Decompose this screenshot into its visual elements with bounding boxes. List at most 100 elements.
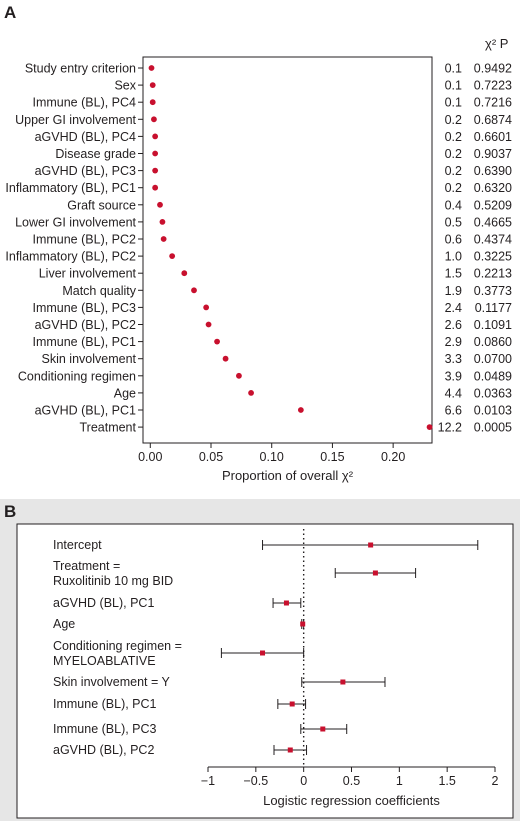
- data-point: [181, 270, 188, 277]
- row-label: Treatment =: [53, 559, 120, 573]
- y-tick-label: aGVHD (BL), PC3: [35, 164, 136, 178]
- estimate-marker: [260, 650, 266, 656]
- p-value: 0.4665: [474, 215, 512, 229]
- chi2-value: 2.9: [445, 335, 462, 349]
- p-value: 0.0489: [474, 369, 512, 383]
- y-tick-label: Graft source: [67, 198, 136, 212]
- row-label: aGVHD (BL), PC2: [53, 743, 154, 757]
- panel-b-box: [16, 523, 514, 819]
- estimate-marker: [283, 600, 289, 606]
- y-tick-label: Age: [114, 386, 136, 400]
- data-point: [152, 184, 159, 191]
- y-tick-label: Inflammatory (BL), PC2: [5, 250, 136, 264]
- y-tick-label: aGVHD (BL), PC4: [35, 130, 136, 144]
- y-tick-label: Immune (BL), PC4: [32, 96, 136, 110]
- p-value: 0.9492: [474, 62, 512, 76]
- row-label: Age: [53, 617, 75, 631]
- chi2-value: 0.1: [445, 96, 462, 110]
- row-label: Ruxolitinib 10 mg BID: [53, 574, 173, 588]
- row-label: Skin involvement = Y: [53, 675, 171, 689]
- x-axis-title: Proportion of overall χ²: [222, 468, 354, 483]
- panel-b-chart: Intercept Treatment =Ruxolitinib 10 mg BI…: [53, 529, 499, 808]
- y-tick-label: aGVHD (BL), PC2: [35, 318, 136, 332]
- x-tick-label: 0.05: [199, 450, 223, 464]
- chi2-value: 0.2: [445, 164, 462, 178]
- estimate-marker: [287, 747, 293, 753]
- data-point: [222, 355, 229, 362]
- panel-a-chart: Study entry criterion 0.1 0.9492 Sex 0.1 0.72…: [5, 56, 512, 483]
- data-point: [148, 65, 155, 71]
- data-point: [149, 82, 156, 88]
- estimate-marker: [368, 542, 374, 548]
- chi2-value: 0.5: [445, 215, 462, 229]
- x-tick-label: 0.00: [138, 450, 162, 464]
- y-tick-label: Lower GI involvement: [15, 215, 136, 229]
- p-value: 0.3225: [474, 250, 512, 264]
- data-point: [151, 116, 157, 123]
- data-point: [297, 407, 304, 413]
- y-tick-label: Upper GI involvement: [15, 113, 136, 127]
- p-value: 0.5209: [474, 198, 512, 212]
- x-tick-label: 0.15: [320, 450, 344, 464]
- x-axis-title: Logistic regression coefficients: [263, 793, 440, 808]
- p-value: 0.6320: [474, 181, 512, 195]
- chi2-value: 2.6: [445, 318, 462, 332]
- y-tick-label: Immune (BL), PC3: [32, 301, 136, 315]
- data-point: [191, 287, 197, 294]
- chi2-value: 1.9: [445, 284, 462, 298]
- y-tick-label: Match quality: [62, 284, 136, 298]
- estimate-marker: [300, 621, 306, 627]
- chi2-value: 4.4: [445, 386, 462, 400]
- chi2-value: 0.2: [445, 181, 462, 195]
- chi2-value: 0.2: [445, 130, 462, 144]
- chi2-value: 0.1: [445, 79, 462, 93]
- p-value: 0.6874: [474, 113, 512, 127]
- chi2-value: 0.2: [445, 147, 462, 161]
- row-label: Immune (BL), PC1: [53, 697, 157, 711]
- chi2-value: 0.2: [445, 113, 462, 127]
- p-value: 0.4374: [474, 233, 512, 247]
- panel-b-label: B: [4, 502, 16, 521]
- chi2-value: 0.6: [445, 233, 462, 247]
- p-value: 0.0103: [474, 404, 512, 418]
- chi2-value: 0.1: [445, 62, 462, 76]
- data-point: [152, 167, 159, 174]
- data-point: [149, 99, 156, 106]
- data-point: [248, 390, 254, 396]
- p-value: 0.3773: [474, 284, 512, 298]
- y-tick-label: Immune (BL), PC2: [32, 233, 136, 247]
- chi2-value: 3.3: [445, 352, 462, 366]
- p-value: 0.7223: [474, 79, 512, 93]
- p-value: 0.0005: [474, 421, 512, 435]
- row-label: aGVHD (BL), PC1: [53, 596, 154, 610]
- p-value: 0.1177: [475, 301, 512, 315]
- x-tick-label: 0: [300, 774, 307, 788]
- x-tick-label: 0.10: [260, 450, 284, 464]
- estimate-marker: [289, 701, 295, 707]
- chi-p-header: χ² P: [485, 36, 508, 51]
- chi2-value: 0.4: [445, 198, 462, 212]
- data-point: [159, 219, 166, 225]
- p-value: 0.2213: [474, 267, 512, 281]
- data-point: [157, 201, 163, 208]
- chi2-value: 3.9: [445, 369, 462, 383]
- p-value: 0.1091: [474, 318, 512, 332]
- x-tick-label: 0.5: [343, 774, 360, 788]
- p-value: 0.0700: [474, 352, 512, 366]
- row-label: Immune (BL), PC3: [53, 722, 157, 736]
- y-tick-label: Study entry criterion: [25, 62, 136, 76]
- estimate-marker: [320, 726, 326, 732]
- y-tick-label: Liver involvement: [39, 267, 137, 281]
- row-label: Intercept: [53, 538, 102, 552]
- p-value: 0.6390: [474, 164, 512, 178]
- data-point: [203, 304, 210, 311]
- p-value: 0.7216: [474, 96, 512, 110]
- estimate-marker: [372, 570, 378, 576]
- data-point: [169, 253, 176, 259]
- data-point: [236, 372, 242, 379]
- y-tick-label: aGVHD (BL), PC1: [35, 404, 136, 418]
- p-value: 0.0363: [474, 386, 512, 400]
- row-label: MYELOABLATIVE: [53, 654, 156, 668]
- chi2-value: 6.6: [445, 404, 462, 418]
